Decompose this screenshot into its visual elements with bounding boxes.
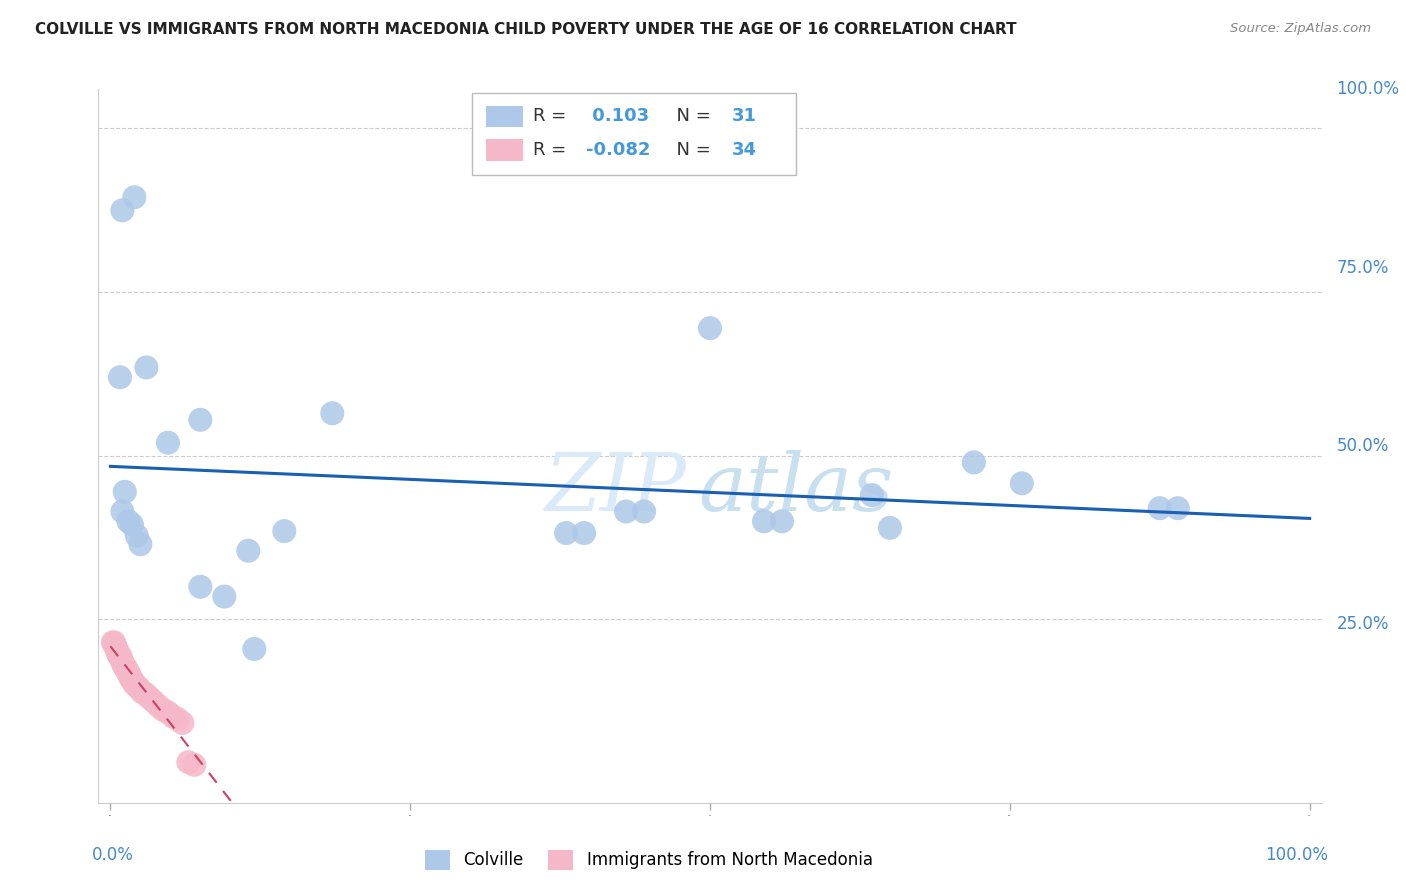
Point bbox=[214, 590, 236, 604]
Point bbox=[152, 703, 174, 717]
Point bbox=[104, 639, 127, 653]
Text: 100.0%: 100.0% bbox=[1265, 846, 1327, 863]
Legend: Colville, Immigrants from North Macedonia: Colville, Immigrants from North Macedoni… bbox=[418, 843, 880, 877]
Point bbox=[555, 526, 578, 541]
Point bbox=[572, 526, 595, 541]
Point bbox=[770, 514, 793, 528]
Point bbox=[135, 360, 157, 375]
Point bbox=[108, 648, 129, 663]
Point bbox=[107, 645, 129, 659]
Point bbox=[121, 673, 143, 687]
Text: N =: N = bbox=[665, 107, 716, 125]
Point bbox=[111, 203, 134, 218]
Point bbox=[633, 504, 655, 518]
Point bbox=[135, 688, 157, 702]
Point bbox=[752, 514, 775, 528]
Point bbox=[108, 370, 131, 384]
Text: 31: 31 bbox=[733, 107, 756, 125]
Point bbox=[124, 676, 146, 690]
Point bbox=[1167, 501, 1189, 516]
Point bbox=[128, 681, 150, 696]
Text: 34: 34 bbox=[733, 141, 756, 159]
Point bbox=[1149, 501, 1171, 516]
Point bbox=[115, 664, 138, 678]
Point bbox=[963, 455, 986, 469]
Point bbox=[120, 672, 142, 686]
Point bbox=[114, 659, 136, 673]
Point bbox=[139, 691, 162, 706]
Point bbox=[118, 668, 141, 682]
Point bbox=[243, 642, 266, 657]
Point bbox=[108, 648, 131, 663]
Text: 0.0%: 0.0% bbox=[93, 846, 134, 863]
Point bbox=[111, 504, 134, 518]
Point bbox=[188, 413, 211, 427]
Point bbox=[142, 694, 165, 708]
Point bbox=[129, 537, 152, 551]
Point bbox=[122, 674, 145, 689]
Text: N =: N = bbox=[665, 141, 716, 159]
Text: Source: ZipAtlas.com: Source: ZipAtlas.com bbox=[1230, 22, 1371, 36]
Point bbox=[177, 755, 200, 769]
Point bbox=[166, 712, 188, 726]
Point bbox=[860, 488, 883, 502]
Point bbox=[162, 709, 184, 723]
Bar bbox=[486, 105, 523, 127]
Point bbox=[148, 698, 170, 713]
Point bbox=[188, 580, 211, 594]
Point bbox=[1011, 476, 1033, 491]
Bar bbox=[471, 93, 796, 175]
Bar bbox=[486, 139, 523, 161]
Point bbox=[238, 543, 260, 558]
Point bbox=[321, 406, 343, 420]
Point bbox=[103, 635, 125, 649]
Text: 25.0%: 25.0% bbox=[1336, 615, 1389, 633]
Point bbox=[131, 684, 153, 698]
Point bbox=[879, 521, 901, 535]
Point bbox=[172, 715, 194, 730]
Point bbox=[112, 658, 135, 673]
Text: -0.082: -0.082 bbox=[586, 141, 651, 159]
Text: 50.0%: 50.0% bbox=[1336, 437, 1389, 455]
Text: ZIP: ZIP bbox=[544, 450, 686, 527]
Point bbox=[125, 529, 148, 543]
Text: 75.0%: 75.0% bbox=[1336, 259, 1389, 277]
Point bbox=[114, 484, 136, 499]
Point bbox=[125, 679, 148, 693]
Point bbox=[273, 524, 295, 538]
Point bbox=[132, 686, 155, 700]
Point bbox=[110, 652, 132, 666]
Text: 100.0%: 100.0% bbox=[1336, 80, 1399, 98]
Point bbox=[183, 757, 205, 772]
Point bbox=[124, 190, 146, 204]
Point bbox=[121, 517, 143, 532]
Point bbox=[156, 435, 179, 450]
Text: atlas: atlas bbox=[697, 450, 893, 527]
Text: R =: R = bbox=[533, 141, 572, 159]
Point bbox=[101, 635, 124, 649]
Point bbox=[699, 321, 721, 335]
Point bbox=[117, 666, 139, 681]
Text: COLVILLE VS IMMIGRANTS FROM NORTH MACEDONIA CHILD POVERTY UNDER THE AGE OF 16 CO: COLVILLE VS IMMIGRANTS FROM NORTH MACEDO… bbox=[35, 22, 1017, 37]
Point bbox=[111, 655, 134, 669]
Point bbox=[614, 504, 637, 518]
Point bbox=[117, 514, 139, 528]
Point bbox=[105, 642, 128, 657]
Point bbox=[115, 662, 138, 676]
Point bbox=[156, 706, 179, 720]
Text: R =: R = bbox=[533, 107, 572, 125]
Text: 0.103: 0.103 bbox=[586, 107, 650, 125]
